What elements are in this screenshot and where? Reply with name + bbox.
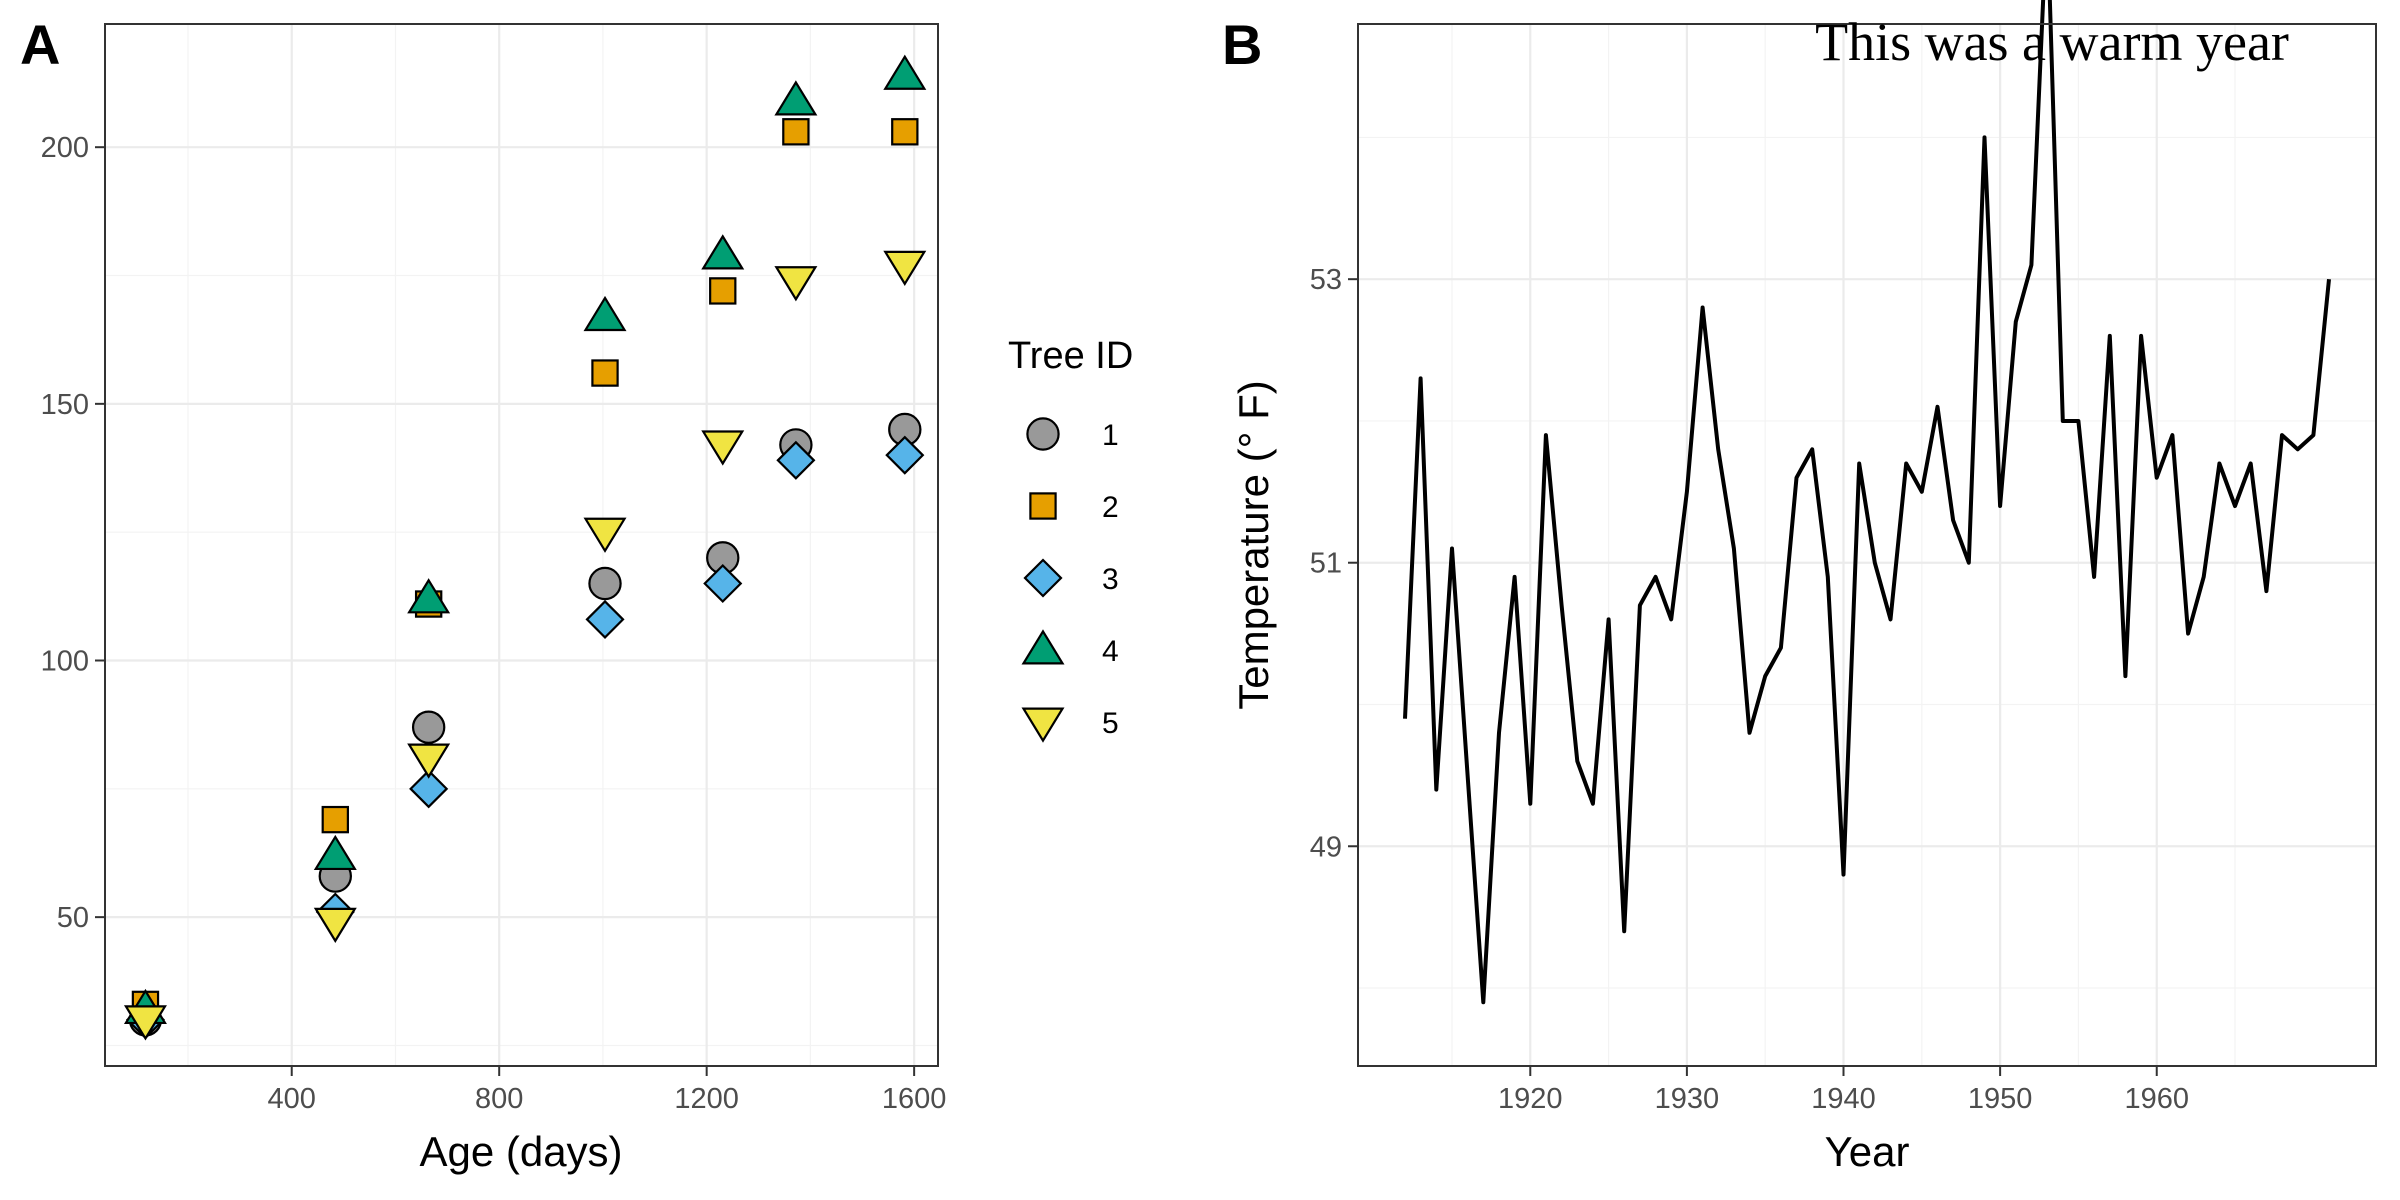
legend-label-tree-1: 1 — [1102, 419, 1119, 452]
y-tick-label: 53 — [1310, 264, 1342, 296]
y-tick-label: 51 — [1310, 548, 1342, 580]
temperature-series-line — [1403, 0, 2331, 1005]
x-tick-label: 1950 — [1968, 1083, 2033, 1115]
panel-a-grid — [105, 24, 938, 1066]
panel-b-y-axis-title: Temperature (° F) — [1230, 380, 1277, 710]
y-tick-label: 50 — [57, 902, 89, 934]
scatter-point-tree-3 — [585, 599, 625, 639]
y-tick-label: 49 — [1310, 831, 1342, 863]
x-tick-label: 1960 — [2124, 1083, 2189, 1115]
warm-year-annotation: This was a warm year — [1815, 12, 2289, 72]
scatter-point-tree-4 — [774, 80, 818, 116]
panel-a-marks — [123, 54, 927, 1041]
legend-label-tree-5: 5 — [1102, 707, 1119, 740]
panel-a-x-axis-title: Age (days) — [419, 1128, 622, 1175]
panel-a-plot-area — [104, 23, 939, 1067]
scatter-point-tree-5 — [774, 266, 818, 302]
scatter-point-tree-2 — [321, 805, 349, 834]
panel-b-line: B 1920 1930 1940 1950 1960 49 51 53 This was a … — [1222, 0, 2377, 1175]
legend-key-tree-3 — [1023, 558, 1063, 598]
x-tick-label: 1930 — [1655, 1083, 1720, 1115]
panel-b-grid — [1358, 24, 2376, 1066]
panel-b-border — [1357, 23, 2377, 1067]
legend-key-tree-5 — [1021, 707, 1065, 743]
scatter-point-tree-5 — [583, 517, 627, 553]
x-tick-label: 1600 — [882, 1083, 947, 1115]
legend-items: 1 2 3 4 5 — [1021, 417, 1119, 743]
legend-label-tree-3: 3 — [1102, 563, 1119, 596]
scatter-point-tree-4 — [701, 234, 745, 270]
scatter-point-tree-3 — [885, 435, 925, 475]
legend-title: Tree ID — [1008, 335, 1133, 377]
scatter-point-tree-4 — [583, 295, 627, 332]
scatter-point-tree-2 — [782, 118, 810, 146]
x-tick-label: 1920 — [1498, 1083, 1563, 1115]
panel-a-label: A — [20, 13, 60, 76]
scatter-point-tree-2 — [591, 359, 619, 387]
x-tick-label: 800 — [475, 1083, 523, 1115]
panel-a-border — [104, 23, 939, 1067]
scatter-point-tree-3 — [703, 563, 743, 604]
scatter-point-tree-5 — [407, 743, 451, 779]
scatter-point-tree-5 — [883, 250, 927, 286]
scatter-point-tree-5 — [123, 1005, 167, 1041]
panel-a-scatter: A 400 800 1200 1600 50 100 150 200 Age (days) — [20, 13, 946, 1175]
legend-key-tree-2 — [1029, 492, 1057, 520]
legend-label-tree-2: 2 — [1102, 491, 1119, 524]
y-tick-label: 100 — [41, 645, 89, 677]
scatter-point-tree-2 — [709, 277, 737, 305]
x-tick-label: 1940 — [1811, 1083, 1876, 1115]
scatter-point-tree-1 — [588, 566, 622, 601]
panel-b-plot-area — [1357, 23, 2377, 1067]
legend-key-tree-1 — [1026, 417, 1060, 451]
y-tick-label: 150 — [41, 389, 89, 421]
x-tick-label: 400 — [268, 1083, 316, 1115]
x-tick-label: 1200 — [674, 1083, 739, 1115]
scatter-point-tree-4 — [883, 54, 927, 90]
legend-key-tree-4 — [1021, 629, 1065, 665]
scatter-point-tree-4 — [407, 578, 451, 614]
scatter-point-tree-3 — [409, 769, 449, 809]
scatter-point-tree-2 — [891, 118, 919, 146]
legend: Tree ID 1 2 3 4 5 — [1008, 335, 1133, 743]
scatter-point-tree-1 — [411, 710, 446, 744]
legend-label-tree-4: 4 — [1102, 635, 1119, 668]
scatter-point-tree-5 — [313, 907, 357, 943]
panel-b-x-axis-title: Year — [1825, 1128, 1910, 1175]
panel-a-ticks: 400 800 1200 1600 50 100 150 200 — [41, 132, 947, 1115]
scatter-point-tree-4 — [313, 834, 357, 871]
scatter-point-tree-5 — [701, 430, 745, 466]
panel-b-ticks: 1920 1930 1940 1950 1960 49 51 53 — [1310, 264, 2189, 1115]
panel-b-label: B — [1222, 13, 1262, 76]
y-tick-label: 200 — [41, 132, 89, 164]
scatter-point-tree-3 — [776, 440, 816, 480]
